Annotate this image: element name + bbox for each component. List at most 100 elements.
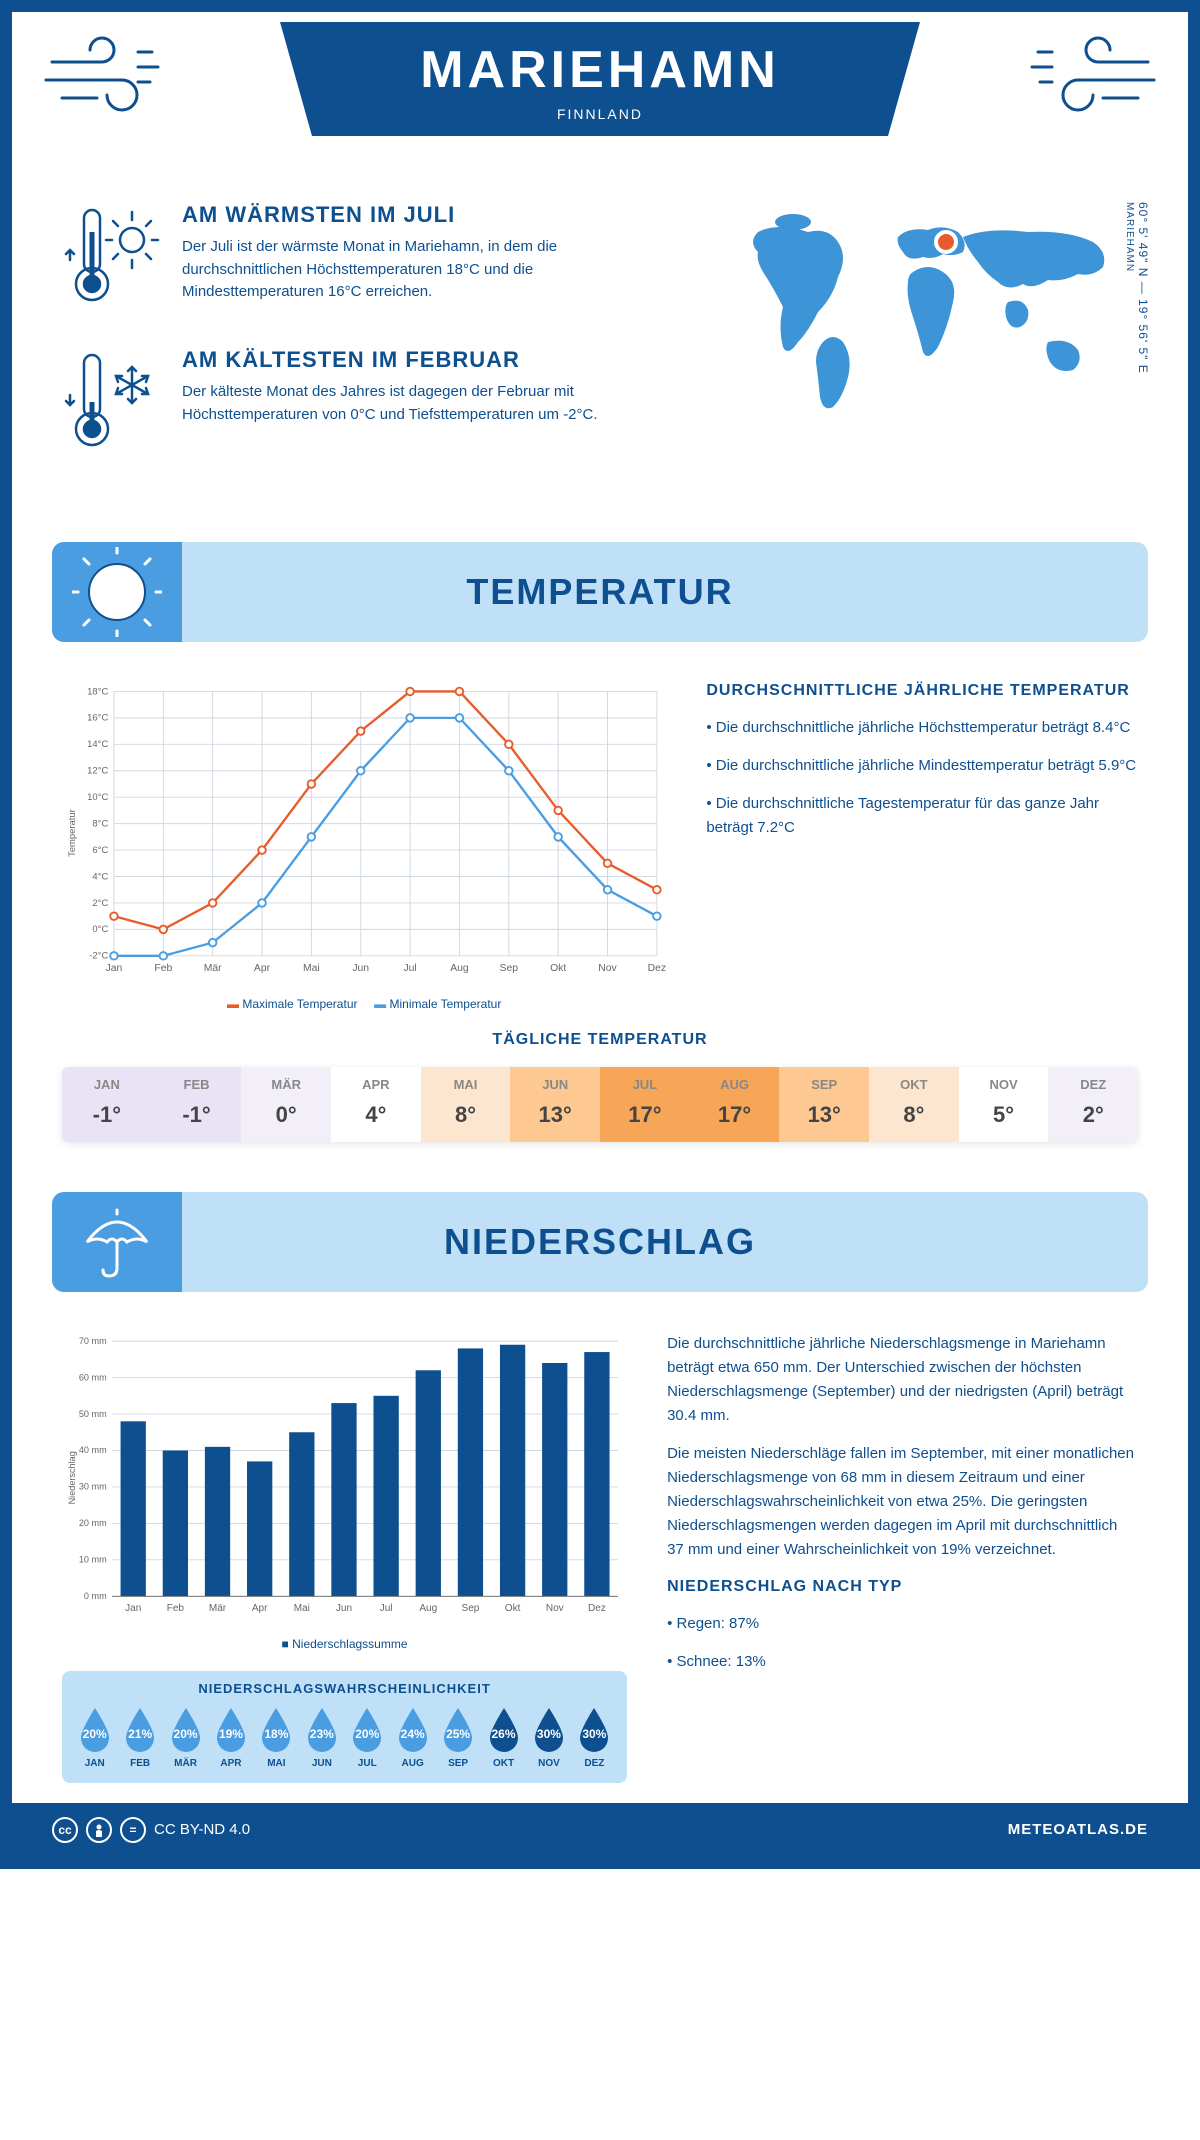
temp-cell: AUG17° (690, 1067, 780, 1142)
precip-paragraph: Die meisten Niederschläge fallen im Sept… (667, 1442, 1138, 1562)
temp-cell: DEZ2° (1048, 1067, 1138, 1142)
umbrella-tab-icon (52, 1192, 182, 1292)
prob-drop: 30% NOV (528, 1706, 569, 1769)
country-label: FINNLAND (280, 106, 920, 122)
temp-bullet: • Die durchschnittliche jährliche Höchst… (706, 716, 1138, 740)
svg-text:Niederschlag: Niederschlag (67, 1451, 77, 1504)
svg-text:0 mm: 0 mm (84, 1591, 107, 1601)
city-title: MARIEHAMN (280, 40, 920, 100)
temp-cell: SEP13° (779, 1067, 869, 1142)
temp-cell: MÄR0° (241, 1067, 331, 1142)
precipitation-info: Die durchschnittliche jährliche Niedersc… (667, 1332, 1138, 1783)
svg-text:Okt: Okt (550, 963, 566, 974)
svg-text:Aug: Aug (419, 1603, 437, 1614)
overview-section: AM WÄRMSTEN IM JULI Der Juli ist der wär… (12, 192, 1188, 522)
svg-text:20 mm: 20 mm (79, 1518, 107, 1528)
temperature-content: -2°C0°C2°C4°C6°C8°C10°C12°C14°C16°C18°CJ… (12, 662, 1188, 1031)
temp-bullet: • Die durchschnittliche Tagestemperatur … (706, 792, 1138, 840)
svg-text:12°C: 12°C (87, 766, 108, 777)
svg-text:50 mm: 50 mm (79, 1409, 107, 1419)
thermometer-sun-icon (62, 202, 162, 317)
temp-cell: JAN-1° (62, 1067, 152, 1142)
daily-temp-table: JAN-1°FEB-1°MÄR0°APR4°MAI8°JUN13°JUL17°A… (62, 1067, 1138, 1142)
temp-cell: OKT8° (869, 1067, 959, 1142)
svg-text:0°C: 0°C (92, 924, 108, 935)
prob-drop: 30% DEZ (574, 1706, 615, 1769)
temperature-info: DURCHSCHNITTLICHE JÄHRLICHE TEMPERATUR •… (706, 682, 1138, 1011)
fact-cold-body: Der kälteste Monat des Jahres ist dagege… (182, 381, 678, 426)
fact-warm-title: AM WÄRMSTEN IM JULI (182, 202, 678, 228)
svg-text:Mär: Mär (204, 963, 222, 974)
world-map-container: 60° 5' 49" N — 19° 56' 5" E MARIEHAMN (718, 202, 1138, 492)
footer: cc = CC BY-ND 4.0 METEOATLAS.DE (12, 1803, 1188, 1857)
wind-icon-left (42, 32, 172, 127)
fact-warm: AM WÄRMSTEN IM JULI Der Juli ist der wär… (62, 202, 678, 317)
temperature-title: TEMPERATUR (466, 571, 733, 613)
prob-drop: 18% MAI (256, 1706, 297, 1769)
precip-paragraph: Die durchschnittliche jährliche Niedersc… (667, 1332, 1138, 1428)
svg-text:Feb: Feb (154, 963, 172, 974)
precipitation-legend: ■ Niederschlagssumme (62, 1637, 627, 1651)
temp-cell: APR4° (331, 1067, 421, 1142)
svg-text:14°C: 14°C (87, 739, 108, 750)
page-container: MARIEHAMN FINNLAND (0, 0, 1200, 1869)
license-block: cc = CC BY-ND 4.0 (52, 1817, 250, 1843)
svg-text:Jul: Jul (380, 1603, 393, 1614)
svg-text:6°C: 6°C (92, 845, 108, 856)
overview-facts: AM WÄRMSTEN IM JULI Der Juli ist der wär… (62, 202, 678, 492)
temperature-section-header: TEMPERATUR (52, 542, 1148, 642)
svg-text:Dez: Dez (588, 1603, 606, 1614)
svg-text:Okt: Okt (505, 1603, 521, 1614)
svg-text:4°C: 4°C (92, 871, 108, 882)
site-name: METEOATLAS.DE (1008, 1821, 1148, 1838)
svg-text:Apr: Apr (254, 963, 271, 974)
world-map-icon (718, 202, 1138, 422)
prob-drop: 26% OKT (483, 1706, 524, 1769)
prob-drop: 23% JUN (301, 1706, 342, 1769)
svg-text:18°C: 18°C (87, 686, 108, 697)
license-text: CC BY-ND 4.0 (154, 1821, 250, 1838)
svg-text:Jun: Jun (352, 963, 369, 974)
prob-drop: 20% MÄR (165, 1706, 206, 1769)
svg-text:Sep: Sep (500, 963, 519, 974)
prob-title: NIEDERSCHLAGSWAHRSCHEINLICHKEIT (74, 1681, 615, 1696)
nd-icon: = (120, 1817, 146, 1843)
title-banner: MARIEHAMN FINNLAND (280, 22, 920, 136)
probability-drops: 20% JAN 21% FEB 20% MÄR 19% APR 18% MAI … (74, 1706, 615, 1769)
svg-text:Jan: Jan (125, 1603, 141, 1614)
coordinates-label: 60° 5' 49" N — 19° 56' 5" E MARIEHAMN (1122, 202, 1150, 374)
prob-drop: 20% JUL (347, 1706, 388, 1769)
precipitation-bar-chart: 0 mm10 mm20 mm30 mm40 mm50 mm60 mm70 mmN… (62, 1332, 627, 1783)
temp-bullet: • Die durchschnittliche jährliche Mindes… (706, 754, 1138, 778)
daily-temp-title: TÄGLICHE TEMPERATUR (62, 1031, 1138, 1049)
prob-drop: 24% AUG (392, 1706, 433, 1769)
svg-text:Jul: Jul (403, 963, 416, 974)
precip-type-title: NIEDERSCHLAG NACH TYP (667, 1578, 1138, 1596)
svg-text:Dez: Dez (648, 963, 666, 974)
svg-text:Sep: Sep (462, 1603, 480, 1614)
svg-text:10 mm: 10 mm (79, 1555, 107, 1565)
fact-cold-title: AM KÄLTESTEN IM FEBRUAR (182, 347, 678, 373)
svg-text:Jan: Jan (106, 963, 123, 974)
precipitation-probability-box: NIEDERSCHLAGSWAHRSCHEINLICHKEIT 20% JAN … (62, 1671, 627, 1783)
fact-warm-body: Der Juli ist der wärmste Monat in Marieh… (182, 236, 678, 304)
svg-text:-2°C: -2°C (89, 951, 108, 962)
svg-text:16°C: 16°C (87, 713, 108, 724)
cc-icon: cc (52, 1817, 78, 1843)
prob-drop: 20% JAN (74, 1706, 115, 1769)
svg-text:Mär: Mär (209, 1603, 227, 1614)
svg-text:Aug: Aug (450, 963, 469, 974)
svg-text:Feb: Feb (167, 1603, 185, 1614)
svg-text:10°C: 10°C (87, 792, 108, 803)
svg-text:40 mm: 40 mm (79, 1445, 107, 1455)
wind-icon-right (1028, 32, 1158, 127)
svg-text:60 mm: 60 mm (79, 1372, 107, 1382)
svg-text:2°C: 2°C (92, 898, 108, 909)
svg-text:Nov: Nov (598, 963, 617, 974)
prob-drop: 21% FEB (119, 1706, 160, 1769)
temp-cell: FEB-1° (152, 1067, 242, 1142)
temp-cell: NOV5° (959, 1067, 1049, 1142)
temp-cell: JUL17° (600, 1067, 690, 1142)
svg-text:70 mm: 70 mm (79, 1336, 107, 1346)
daily-temperature: TÄGLICHE TEMPERATUR JAN-1°FEB-1°MÄR0°APR… (12, 1031, 1188, 1172)
